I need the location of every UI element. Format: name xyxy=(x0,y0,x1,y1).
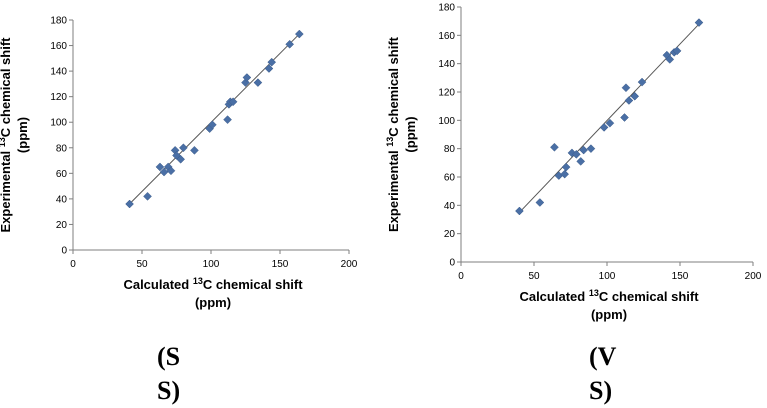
vs-y-tick-label: 20 xyxy=(444,229,456,240)
vs-data-point xyxy=(672,46,682,56)
ss-y-tick-label: 80 xyxy=(56,143,68,154)
vs-data-point xyxy=(665,55,675,64)
vs-data-point xyxy=(620,113,629,122)
vs-data-point xyxy=(554,171,564,180)
vs-data-point xyxy=(515,206,524,216)
vs-x-tick-label: 150 xyxy=(672,271,689,282)
ss-y-tick-label: 60 xyxy=(56,169,68,180)
ss-y-tick-label: 160 xyxy=(50,41,67,52)
ss-data-point xyxy=(264,64,274,73)
vs-y-tick-label: 0 xyxy=(449,258,455,269)
ss-data-point xyxy=(228,97,238,107)
vs-y-tick-label: 120 xyxy=(438,88,455,99)
vs-data-point xyxy=(621,83,631,93)
vs-y-tick-label: 60 xyxy=(444,173,456,184)
ss-y-tick-label: 0 xyxy=(61,246,67,257)
ss-data-point xyxy=(253,78,263,87)
ss-x-tick-label: 150 xyxy=(272,259,289,270)
ss-data-point xyxy=(125,199,134,209)
vs-y-tick-label: 180 xyxy=(438,3,455,14)
ss-data-point xyxy=(267,57,277,67)
vs-data-point xyxy=(561,162,571,172)
vs-data-point xyxy=(599,123,609,132)
caption-vs-line1: (V xyxy=(589,342,617,371)
vs-y-axis-title: Experimental 13C chemical shift xyxy=(385,36,401,232)
ss-data-point xyxy=(176,154,185,164)
vs-data-point xyxy=(571,149,581,159)
ss-y-tick-label: 40 xyxy=(56,194,68,205)
vs-x-axis-title: Calculated 13C chemical shift xyxy=(519,288,699,304)
vs-data-point xyxy=(586,144,596,154)
vs-x-tick-label: 100 xyxy=(599,271,616,282)
caption-ss-line1: (S xyxy=(157,342,181,371)
ss-data-point xyxy=(179,143,188,153)
ss-data-point xyxy=(285,39,295,49)
vs-data-point xyxy=(605,118,615,128)
vs-x-tick-label: 200 xyxy=(745,271,762,282)
vs-y-tick-label: 40 xyxy=(444,201,456,212)
vs-data-point xyxy=(637,77,647,87)
ss-y-tick-label: 100 xyxy=(50,118,67,129)
ss-x-tick-label: 0 xyxy=(70,259,76,270)
ss-data-point xyxy=(208,120,217,130)
ss-data-point xyxy=(143,191,152,201)
ss-trendline xyxy=(127,33,300,206)
vs-x-tick-label: 0 xyxy=(458,271,464,282)
vs-y-tick-label: 80 xyxy=(444,144,456,155)
ss-y-tick-label: 140 xyxy=(50,67,67,78)
vs-y-tick-label: 140 xyxy=(438,59,455,70)
vs-data-point xyxy=(579,145,588,155)
vs-data-point xyxy=(535,198,545,207)
ss-y-axis-unit: (ppm) xyxy=(15,117,30,153)
caption-ss-line2: S) xyxy=(157,376,181,405)
vs-data-point xyxy=(560,169,570,179)
caption-vs-line2: S) xyxy=(589,376,613,405)
vs-data-point xyxy=(576,157,586,166)
ss-y-axis-title: Experimental 13C chemical shift xyxy=(0,37,13,233)
ss-data-point xyxy=(294,29,304,39)
vs-x-tick-label: 50 xyxy=(528,271,540,282)
chart-ss: 0 20 40 60 80 100 120 140 160 180 0 50 100 150 200 Calc… xyxy=(0,16,358,311)
ss-x-axis-unit: (ppm) xyxy=(195,295,231,310)
ss-x-tick-label: 200 xyxy=(341,259,358,270)
vs-y-tick-label: 160 xyxy=(438,31,455,42)
caption-vs: (V S) xyxy=(589,340,616,408)
ss-data-point xyxy=(190,145,199,155)
vs-data-point xyxy=(624,96,634,105)
ss-data-point xyxy=(155,162,165,172)
ss-data-point xyxy=(166,166,176,176)
ss-x-tick-label: 50 xyxy=(136,259,148,270)
vs-y-axis-unit: (ppm) xyxy=(403,116,418,152)
ss-data-point xyxy=(242,73,252,82)
vs-x-axis-unit: (ppm) xyxy=(591,307,627,322)
ss-data-point xyxy=(223,115,232,125)
chart-vs: 0 20 40 60 80 100 120 140 160 180 0 50 100 150 200 Calc… xyxy=(385,3,762,323)
ss-x-tick-label: 100 xyxy=(203,259,220,270)
vs-data-point xyxy=(694,18,704,27)
vs-y-tick-label: 100 xyxy=(438,116,455,127)
ss-y-tick-label: 20 xyxy=(56,220,68,231)
ss-x-axis-title: Calculated 13C chemical shift xyxy=(123,276,303,292)
vs-data-point xyxy=(550,142,559,152)
ss-y-tick-label: 180 xyxy=(50,16,67,27)
caption-ss: (S S) xyxy=(157,340,180,408)
vs-data-point xyxy=(630,91,640,101)
ss-y-tick-label: 120 xyxy=(50,92,67,103)
